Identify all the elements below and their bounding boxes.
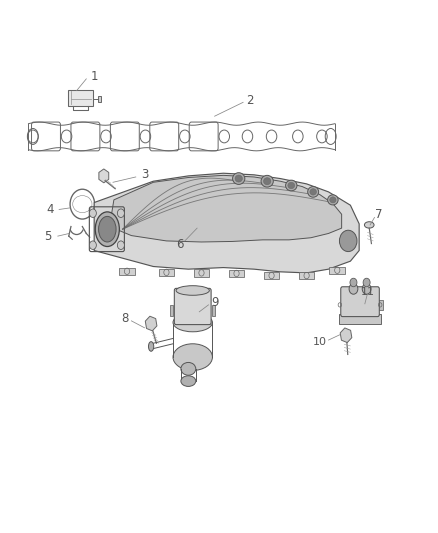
Bar	[343, 300, 348, 310]
Bar	[339, 314, 381, 324]
Ellipse shape	[307, 187, 318, 197]
FancyBboxPatch shape	[68, 90, 93, 106]
Ellipse shape	[99, 216, 116, 242]
Bar	[299, 272, 314, 279]
Bar	[378, 300, 383, 310]
Text: 1: 1	[90, 70, 98, 83]
Circle shape	[89, 241, 96, 249]
Bar	[119, 268, 135, 275]
Circle shape	[349, 284, 358, 294]
FancyBboxPatch shape	[189, 122, 218, 151]
FancyBboxPatch shape	[341, 287, 379, 317]
Ellipse shape	[181, 362, 196, 375]
Text: 5: 5	[45, 230, 52, 243]
Circle shape	[339, 230, 357, 252]
Bar	[98, 96, 101, 102]
Text: 6: 6	[176, 238, 184, 251]
FancyBboxPatch shape	[32, 122, 60, 151]
Circle shape	[363, 278, 370, 287]
FancyBboxPatch shape	[150, 122, 179, 151]
Bar	[194, 269, 209, 277]
Circle shape	[89, 209, 96, 217]
Ellipse shape	[95, 212, 119, 247]
Circle shape	[117, 209, 124, 217]
Ellipse shape	[176, 286, 209, 295]
Ellipse shape	[233, 173, 245, 184]
Bar	[159, 269, 174, 276]
Text: 7: 7	[375, 208, 383, 221]
Ellipse shape	[328, 195, 338, 205]
FancyBboxPatch shape	[110, 122, 139, 151]
Ellipse shape	[173, 313, 212, 332]
Ellipse shape	[286, 180, 297, 191]
Ellipse shape	[288, 182, 295, 189]
Ellipse shape	[264, 177, 271, 185]
Text: 2: 2	[246, 94, 254, 107]
Bar	[329, 266, 345, 274]
Ellipse shape	[330, 197, 336, 203]
FancyBboxPatch shape	[174, 288, 211, 325]
Circle shape	[117, 241, 124, 249]
Text: 8: 8	[121, 312, 128, 325]
Text: 3: 3	[141, 168, 148, 181]
Ellipse shape	[261, 175, 273, 187]
Ellipse shape	[148, 342, 154, 351]
Text: 9: 9	[211, 296, 219, 309]
Bar	[264, 272, 279, 279]
FancyBboxPatch shape	[71, 122, 100, 151]
Bar	[212, 305, 215, 316]
Polygon shape	[110, 175, 342, 242]
Text: 10: 10	[313, 337, 327, 347]
Text: 4: 4	[46, 203, 54, 216]
Bar	[170, 305, 173, 316]
Ellipse shape	[310, 189, 316, 195]
Ellipse shape	[181, 376, 196, 386]
Text: 11: 11	[361, 287, 375, 297]
Ellipse shape	[364, 222, 374, 228]
Ellipse shape	[173, 344, 212, 370]
Ellipse shape	[235, 175, 242, 182]
Polygon shape	[94, 173, 359, 273]
Circle shape	[362, 284, 371, 294]
Bar	[229, 270, 244, 277]
Circle shape	[350, 278, 357, 287]
